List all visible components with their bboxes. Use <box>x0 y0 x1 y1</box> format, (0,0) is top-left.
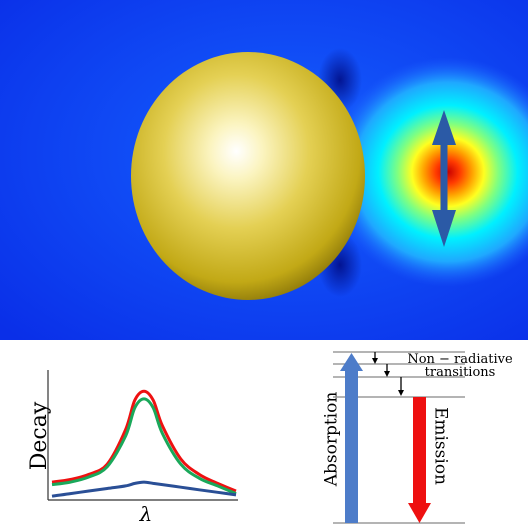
y-axis-label: Decay <box>27 401 52 470</box>
decay-curve-1 <box>51 389 237 493</box>
nonradiative-label-line2: transitions <box>425 365 496 380</box>
energy-diagram: Absorption Emission Non − radiative tran… <box>322 351 513 524</box>
x-axis-label: λ <box>139 502 153 526</box>
decay-curve-3 <box>51 480 237 498</box>
emission-label: Emission <box>431 407 451 485</box>
emission-arrow-icon <box>408 397 431 523</box>
decay-plot: Decay λ <box>27 370 238 526</box>
absorption-label: Absorption <box>322 392 342 488</box>
nonradiative-arrows-icon <box>372 352 404 396</box>
gold-nanoparticle <box>131 52 365 300</box>
decay-curve-2 <box>51 397 237 495</box>
near-field-map <box>0 0 528 340</box>
absorption-arrow-icon <box>340 353 363 523</box>
field-hotspot <box>328 57 528 287</box>
dipole-arrow-icon <box>432 110 456 247</box>
decay-curves <box>51 389 237 498</box>
nonradiative-label-line1: Non − radiative <box>407 352 513 367</box>
